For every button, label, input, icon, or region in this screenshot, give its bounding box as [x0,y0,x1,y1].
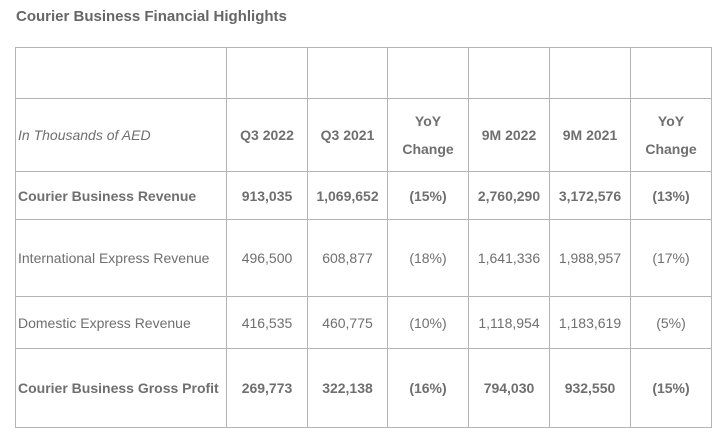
table-row: Courier Business Gross Profit 269,773 32… [15,348,712,428]
table-cell: 1,183,619 [549,296,631,349]
table-cell: 2,760,290 [468,171,550,220]
table-cell: (16%) [387,348,469,428]
row-label: International Express Revenue [15,219,227,297]
column-header: Q3 2022 [226,98,308,172]
empty-cell [307,47,388,99]
row-label: Courier Business Gross Profit [15,348,227,428]
empty-cell [387,47,469,99]
empty-cell [549,47,631,99]
table-cell: 1,118,954 [468,296,550,349]
table-cell: 932,550 [549,348,631,428]
table-cell: 496,500 [226,219,308,297]
table-cell: (13%) [630,171,712,220]
table-cell: 460,775 [307,296,388,349]
empty-cell [468,47,550,99]
financial-highlights-table: In Thousands of AED Q3 2022 Q3 2021 YoY … [15,47,712,428]
table-cell: (17%) [630,219,712,297]
table-cell: 913,035 [226,171,308,220]
empty-cell [630,47,712,99]
page-title: Courier Business Financial Highlights [16,8,287,25]
units-label: In Thousands of AED [15,98,227,172]
table-cell: 608,877 [307,219,388,297]
table-cell: 1,988,957 [549,219,631,297]
table-cell: 3,172,576 [549,171,631,220]
table-cell: 416,535 [226,296,308,349]
table-row: International Express Revenue 496,500 60… [15,219,712,297]
column-header: 9M 2021 [549,98,631,172]
column-header-row: In Thousands of AED Q3 2022 Q3 2021 YoY … [15,98,712,172]
table-cell: (15%) [387,171,469,220]
empty-cell [226,47,308,99]
column-header: 9M 2022 [468,98,550,172]
row-label: Courier Business Revenue [15,171,227,220]
table-cell: 269,773 [226,348,308,428]
table-cell: 1,641,336 [468,219,550,297]
table-cell: (5%) [630,296,712,349]
column-header: Q3 2021 [307,98,388,172]
table-cell: (18%) [387,219,469,297]
column-header: YoY Change [387,98,469,172]
table-row: Domestic Express Revenue 416,535 460,775… [15,296,712,349]
table-cell: 794,030 [468,348,550,428]
table-cell: 322,138 [307,348,388,428]
empty-header-row [15,47,712,99]
column-header: YoY Change [630,98,712,172]
table-cell: 1,069,652 [307,171,388,220]
table-cell: (10%) [387,296,469,349]
table-row: Courier Business Revenue 913,035 1,069,6… [15,171,712,220]
table-cell: (15%) [630,348,712,428]
row-label: Domestic Express Revenue [15,296,227,349]
empty-cell [15,47,227,99]
